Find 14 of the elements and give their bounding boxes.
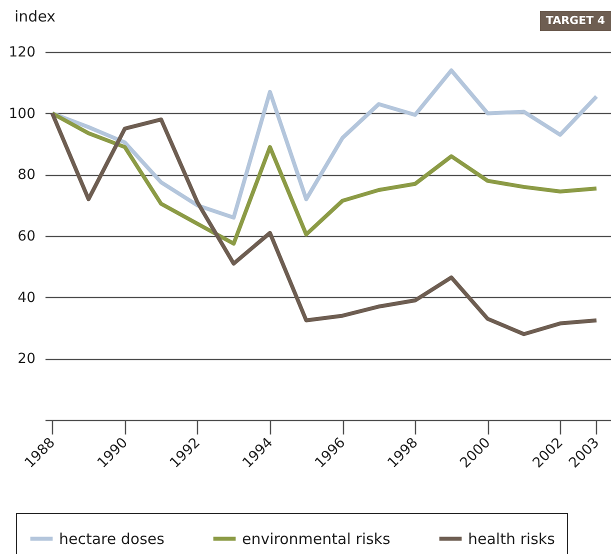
line-series	[50, 111, 598, 246]
y-tick-label: 20	[18, 351, 36, 368]
line-series	[50, 111, 598, 336]
y-tick-label: 60	[18, 228, 36, 244]
y-axis-title: index	[14, 8, 56, 26]
y-tick-label: 40	[18, 290, 36, 306]
y-tick-label: 120	[8, 44, 36, 60]
y-tick-label: 100	[8, 106, 36, 122]
text: TARGET 4	[546, 14, 606, 27]
legend-label: health risks	[468, 530, 556, 548]
legend-label: hectare doses	[59, 530, 165, 548]
legend-label: environmental risks	[242, 530, 390, 548]
y-tick-label: 80	[18, 167, 36, 184]
line-series	[50, 68, 598, 220]
